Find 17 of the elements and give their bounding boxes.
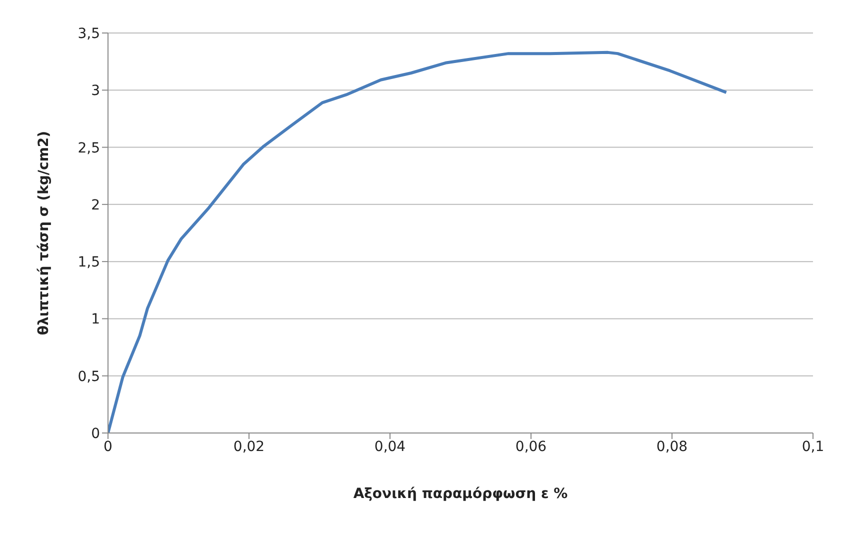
- x-tick-label: 0,04: [374, 438, 406, 455]
- y-tick-label: 3: [91, 83, 100, 100]
- x-axis-title: Αξονική παραμόρφωση ε %: [353, 486, 568, 502]
- y-tick-label: 3,5: [78, 26, 100, 42]
- x-tick-label: 0: [104, 438, 112, 455]
- x-tick-label: 0,1: [802, 438, 824, 455]
- y-tick-label: 0,5: [78, 368, 100, 385]
- x-tick-label: 0,02: [233, 438, 265, 455]
- y-tick-label: 1,5: [78, 254, 100, 271]
- y-tick-label: 1: [91, 312, 100, 328]
- y-tick-label: 0: [91, 426, 100, 442]
- x-tick-label: 0,08: [656, 438, 688, 455]
- y-tick-label: 2,5: [78, 140, 100, 156]
- x-tick-label: 0,06: [515, 438, 547, 455]
- y-axis-title: θλιπτική τάση σ (kg/cm2): [36, 130, 52, 336]
- y-tick-label: 2: [91, 197, 100, 214]
- line-series: [108, 50, 728, 433]
